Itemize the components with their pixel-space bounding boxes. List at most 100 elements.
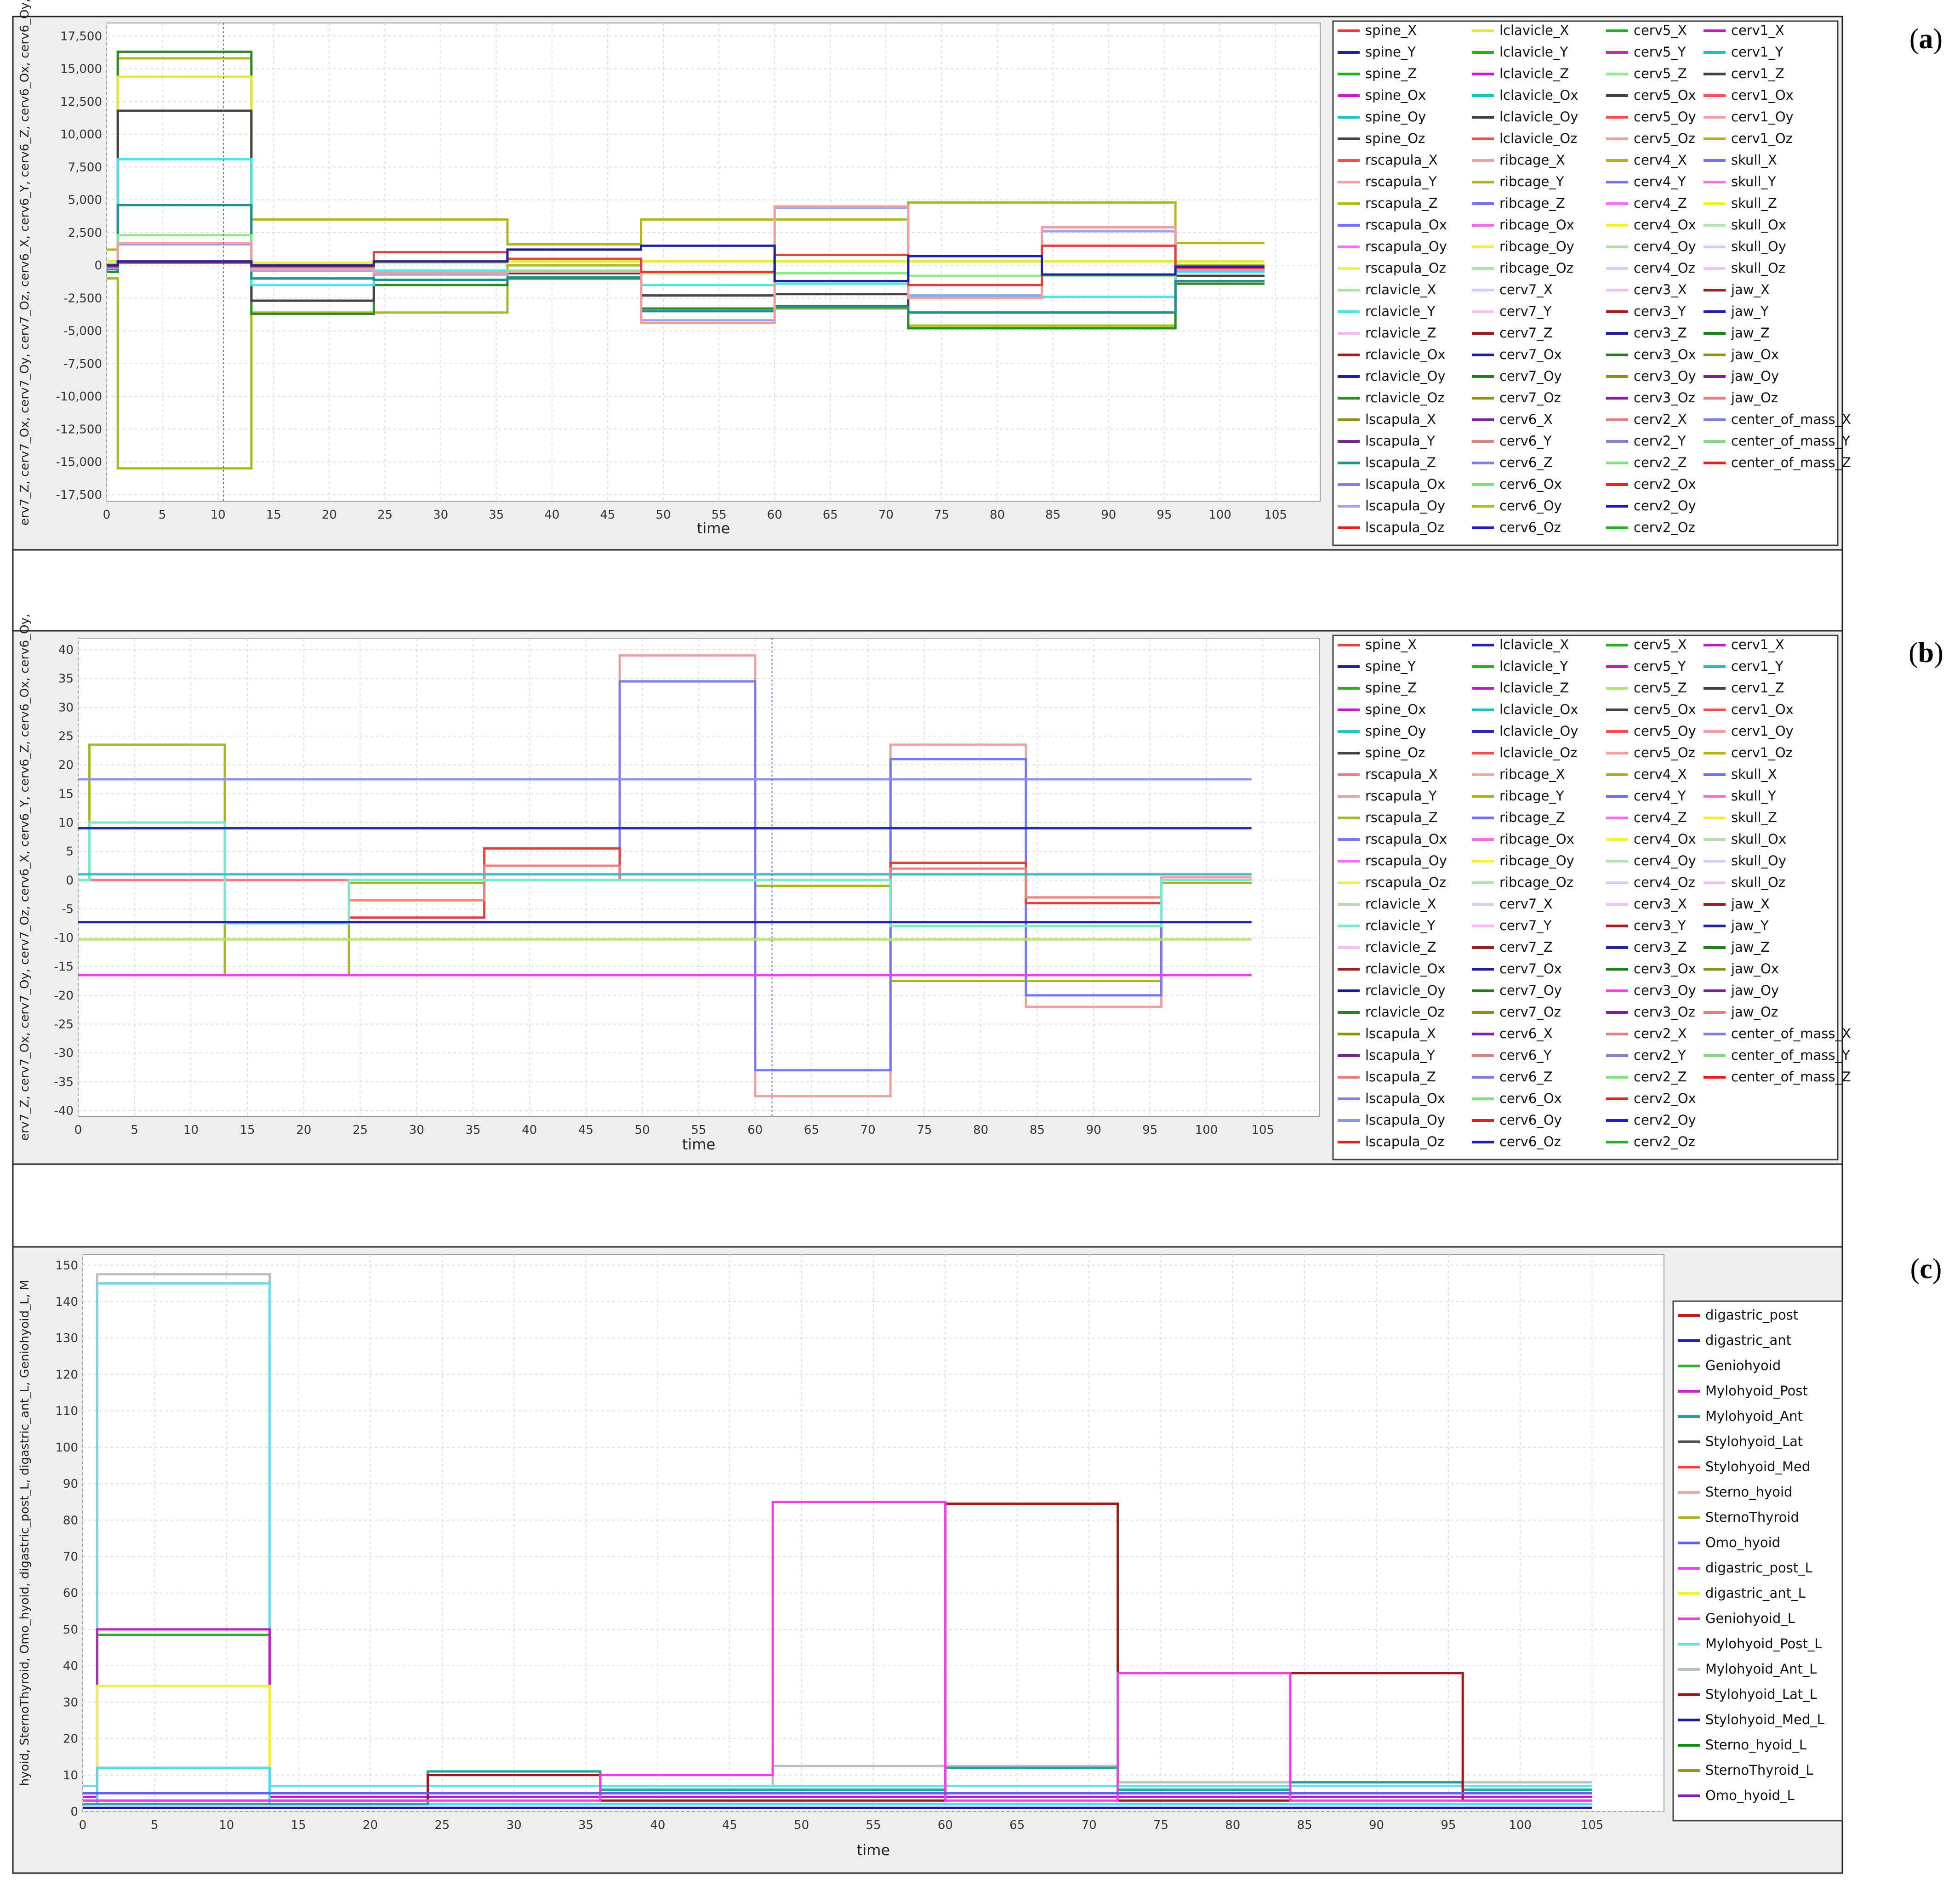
legend-entry: jaw_Z — [1731, 325, 1770, 341]
y-tick-label: 0 — [66, 874, 74, 887]
legend-entry: center_of_mass_Z — [1731, 455, 1851, 470]
x-tick-label: 20 — [322, 508, 337, 522]
y-tick-label: -25 — [54, 1018, 74, 1032]
legend-entry: jaw_X — [1731, 896, 1770, 912]
x-tick-label: 0 — [103, 508, 111, 522]
legend-entry: cerv4_X — [1634, 766, 1687, 782]
x-tick-label: 0 — [74, 1123, 82, 1137]
legend-entry: cerv2_Oz — [1634, 1134, 1695, 1149]
legend-entry: cerv7_Ox — [1499, 347, 1562, 362]
legend-entry: SternoThyroid_L — [1705, 1762, 1813, 1778]
legend-entry: cerv4_Y — [1634, 174, 1686, 189]
legend-entry: rclavicle_X — [1365, 896, 1436, 912]
y-tick-label: -10,000 — [56, 390, 102, 404]
legend-entry: Omo_hyoid — [1705, 1535, 1780, 1550]
legend-entry: spine_Ox — [1365, 87, 1426, 103]
legend-entry: cerv6_Oy — [1499, 1112, 1562, 1128]
legend-entry: lscapula_Oy — [1365, 498, 1445, 514]
x-tick-label: 80 — [1225, 1818, 1240, 1832]
x-axis-label: time — [682, 1136, 715, 1153]
legend-entry: cerv4_Oz — [1634, 874, 1695, 890]
legend-entry: ribcage_Oz — [1499, 874, 1573, 890]
legend-entry: lscapula_Y — [1365, 1047, 1435, 1063]
y-tick-label: 80 — [63, 1514, 78, 1527]
legend-entry: lclavicle_X — [1499, 637, 1569, 652]
x-tick-label: 5 — [159, 508, 166, 522]
legend-entry: center_of_mass_Y — [1731, 433, 1850, 449]
legend-entry: cerv6_Z — [1499, 455, 1553, 470]
legend-entry: ribcage_Oy — [1499, 239, 1574, 254]
chart-c: 0 5 10 15 20 25 30 35 40 45 50 55 60 65 70 75 80 85 90 95 10… — [18, 1254, 1824, 1859]
legend-entry: cerv5_Z — [1634, 66, 1687, 81]
y-tick-label: 20 — [58, 759, 74, 772]
legend-entry: cerv4_Z — [1634, 195, 1687, 211]
legend-entry: spine_X — [1365, 23, 1417, 38]
x-tick-label: 65 — [804, 1123, 819, 1137]
legend-entry: cerv2_X — [1634, 411, 1687, 427]
legend-entry: digastric_post — [1705, 1307, 1798, 1323]
legend-entry: lscapula_Oz — [1365, 520, 1444, 535]
legend-entry: lclavicle_Oz — [1499, 131, 1577, 146]
legend-entry: rclavicle_Z — [1365, 939, 1436, 955]
legend-entry: skull_Z — [1731, 195, 1777, 211]
legend-entry: cerv3_Ox — [1634, 961, 1696, 977]
legend-entry: cerv6_Y — [1499, 1047, 1552, 1063]
y-tick-label: -2,500 — [63, 291, 102, 305]
legend-entry: cerv2_Ox — [1634, 1091, 1696, 1106]
legend-entry: cerv1_Y — [1731, 658, 1783, 674]
x-tick-label: 100 — [1509, 1818, 1532, 1832]
legend-entry: cerv1_Z — [1731, 680, 1784, 696]
legend-entry: center_of_mass_Z — [1731, 1069, 1851, 1085]
legend-entry: spine_Y — [1365, 658, 1416, 674]
legend-entry: cerv5_X — [1634, 23, 1687, 38]
x-tick-label: 45 — [578, 1123, 593, 1137]
legend-entry: cerv6_X — [1499, 1026, 1553, 1041]
y-tick-label: 50 — [63, 1623, 78, 1637]
y-tick-label: 40 — [58, 643, 74, 657]
legend-entry: jaw_Ox — [1731, 961, 1779, 977]
legend-entry: ribcage_Y — [1499, 788, 1564, 804]
legend-entry: center_of_mass_Y — [1731, 1047, 1850, 1063]
legend-entry: ribcage_Z — [1499, 810, 1565, 825]
legend-entry: cerv6_Y — [1499, 433, 1552, 449]
legend-entry: rscapula_Oy — [1365, 239, 1447, 254]
legend-entry: lclavicle_Oz — [1499, 745, 1577, 760]
y-tick-label: 130 — [55, 1331, 78, 1345]
legend-entry: jaw_Ox — [1731, 347, 1779, 362]
y-tick-label: -40 — [54, 1104, 74, 1118]
legend-entry: rclavicle_Ox — [1365, 961, 1446, 977]
legend-entry: jaw_Oy — [1731, 368, 1779, 384]
legend-entry: cerv1_Oy — [1731, 723, 1794, 739]
legend-entry: ribcage_Y — [1499, 174, 1564, 189]
x-axis-label: time — [857, 1841, 890, 1859]
legend-entry: cerv6_Ox — [1499, 476, 1562, 492]
legend-entry: cerv5_Oy — [1634, 723, 1696, 739]
x-tick-label: 35 — [489, 508, 504, 522]
x-tick-label: 30 — [507, 1818, 522, 1832]
y-tick-label: -12,500 — [56, 423, 102, 436]
legend-entry: cerv7_Z — [1499, 325, 1553, 341]
legend-entry: lclavicle_Z — [1499, 680, 1569, 696]
x-tick-label: 20 — [296, 1123, 311, 1137]
spacer-a-b — [12, 549, 1843, 632]
y-tick-label: 5 — [66, 845, 74, 859]
legend-entry: cerv1_Z — [1731, 66, 1784, 81]
legend-entry: jaw_X — [1731, 282, 1770, 297]
legend-entry: cerv2_Oy — [1634, 1112, 1696, 1128]
legend-entry: jaw_Y — [1731, 303, 1769, 319]
y-tick-label: -10 — [54, 931, 74, 945]
panel-label-c: (c) — [1910, 1253, 1942, 1285]
x-tick-label: 100 — [1208, 508, 1231, 522]
series-line-Geniohyoid_L — [83, 1501, 1592, 1802]
legend-entry: lclavicle_Y — [1499, 658, 1568, 674]
legend-entry: rscapula_Z — [1365, 195, 1438, 211]
legend-entry: rclavicle_Z — [1365, 325, 1436, 341]
legend-entry: cerv5_Y — [1634, 44, 1686, 60]
x-tick-label: 85 — [1297, 1818, 1312, 1832]
legend-entry: cerv7_X — [1499, 896, 1553, 912]
x-tick-label: 55 — [866, 1818, 881, 1832]
chart-b: 0 5 10 15 20 25 30 35 40 45 50 55 60 65 70 75 80 85 90 95 10… — [18, 614, 1851, 1153]
legend-entry: lclavicle_Y — [1499, 44, 1568, 60]
series-line-rclavicle_Y — [78, 821, 1252, 928]
x-axis-label: time — [697, 520, 730, 537]
